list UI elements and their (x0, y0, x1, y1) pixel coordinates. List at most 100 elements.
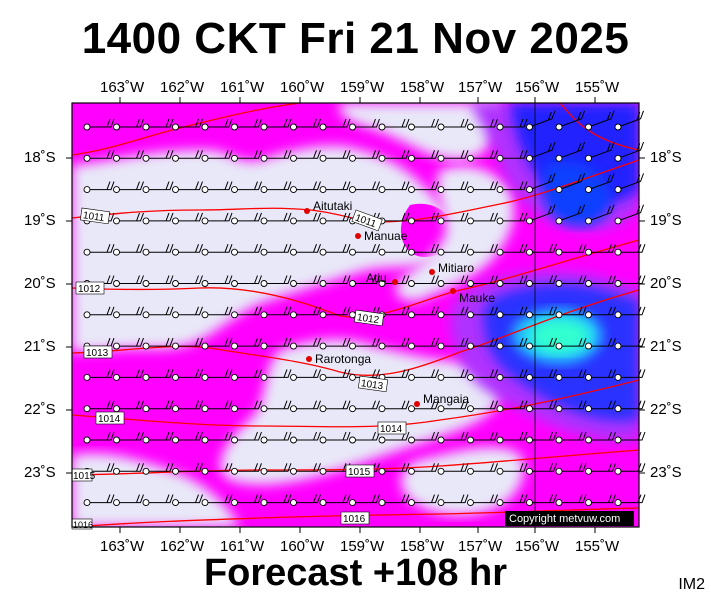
wind-barb (467, 463, 498, 475)
station-circle (585, 280, 592, 287)
wind-barb-staff (323, 431, 351, 441)
wind-barb-staff (352, 150, 380, 159)
station-circle (378, 280, 386, 287)
station-circle (260, 499, 268, 507)
wind-barb (526, 431, 557, 444)
wind-barb (231, 494, 262, 507)
wind-barb (142, 337, 174, 350)
island-label: Manuae (364, 229, 408, 243)
wind-barb-staff (382, 463, 410, 472)
island-marker (429, 269, 435, 275)
station-circle (172, 217, 179, 225)
wind-barb-staff (323, 118, 351, 128)
station-circle (260, 186, 268, 194)
longitude-label: 155˚W (575, 538, 620, 555)
wind-barb-staff (323, 400, 351, 410)
wind-barb-staff (323, 181, 351, 191)
station-circle (437, 280, 445, 287)
dry-area-northeast (339, 103, 502, 160)
wind-barb (408, 212, 439, 225)
station-circle (231, 311, 238, 319)
wind-barb-staff (205, 306, 233, 316)
wind-barb-staff (205, 431, 233, 441)
wind-barb (408, 337, 439, 350)
wind-barb-staff (293, 275, 321, 284)
station-circle (378, 436, 386, 444)
wind-barb-staff (116, 463, 144, 472)
station-circle (585, 499, 592, 507)
wind-barb (496, 431, 528, 444)
wind-barb (290, 275, 321, 287)
station-circle (526, 467, 533, 475)
wind-barb-staff (529, 204, 556, 222)
wind-barb-staff (500, 369, 528, 378)
station-circle (378, 186, 386, 194)
station-circle (260, 123, 268, 131)
station-circle (585, 217, 592, 225)
wind-barb-staff (352, 337, 380, 347)
station-circle (526, 311, 533, 319)
station-circle (260, 154, 268, 162)
product-code: IM2 (678, 576, 705, 593)
longitude-label: 156˚W (515, 538, 560, 555)
wind-barb-staff (175, 463, 203, 472)
station-circle (614, 248, 622, 256)
wind-barb (231, 212, 262, 225)
wind-barb-staff (205, 463, 233, 472)
wind-barb (113, 212, 144, 225)
wind-barb (496, 212, 528, 225)
wind-barb-staff (116, 118, 144, 128)
wind-barb-staff (323, 306, 351, 316)
station-circle (614, 436, 622, 444)
station-circle (290, 467, 297, 475)
station-circle (437, 499, 445, 507)
wind-barb-staff (411, 463, 439, 472)
wind-barb (290, 337, 321, 350)
isobar-label: 1016 (73, 520, 93, 530)
wind-barb-staff (382, 181, 410, 191)
station-circle (585, 467, 592, 475)
station-circle (260, 405, 268, 413)
wind-barb (260, 431, 292, 444)
wind-barb (113, 494, 144, 507)
station-circle (408, 436, 415, 444)
station-circle (408, 311, 415, 319)
copyright-box: Copyright metvuw.com (505, 511, 634, 526)
wind-barb (319, 369, 351, 381)
wind-barb (83, 118, 115, 131)
station-circle (614, 373, 622, 381)
station-circle (496, 154, 504, 162)
wind-barb (319, 181, 351, 194)
wind-barb-staff (500, 431, 528, 441)
wind-barb (467, 118, 498, 131)
wind-barb-staff (500, 463, 528, 472)
wind-barb-staff (529, 369, 557, 378)
wind-barb (526, 110, 556, 131)
station-circle (496, 123, 504, 131)
wind-barb (290, 494, 321, 507)
wind-barb (142, 494, 174, 507)
wind-barb-staff (411, 212, 439, 222)
wind-barb-staff (87, 400, 115, 410)
wind-barb (467, 275, 498, 287)
wind-barb (437, 431, 469, 444)
wind-barb-staff (441, 400, 469, 410)
wind-barb-staff (116, 337, 144, 347)
wind-barb-staff (352, 400, 380, 410)
wind-barb (467, 150, 498, 162)
wind-barb (378, 244, 410, 256)
wind-barb-staff (234, 306, 262, 316)
wind-barb (496, 118, 528, 131)
wind-barb (113, 369, 144, 381)
wind-barb (526, 494, 557, 507)
latitude-label: 20˚S (24, 275, 56, 292)
wind-barb (142, 244, 174, 256)
wind-barb-staff (441, 337, 469, 347)
wind-barb-staff (500, 244, 528, 253)
island-marker (304, 208, 310, 214)
wind-barb (349, 400, 380, 413)
station-circle (172, 436, 179, 444)
wind-barb (319, 244, 351, 256)
wind-barb-staff (205, 181, 233, 191)
wind-barb (349, 244, 380, 256)
